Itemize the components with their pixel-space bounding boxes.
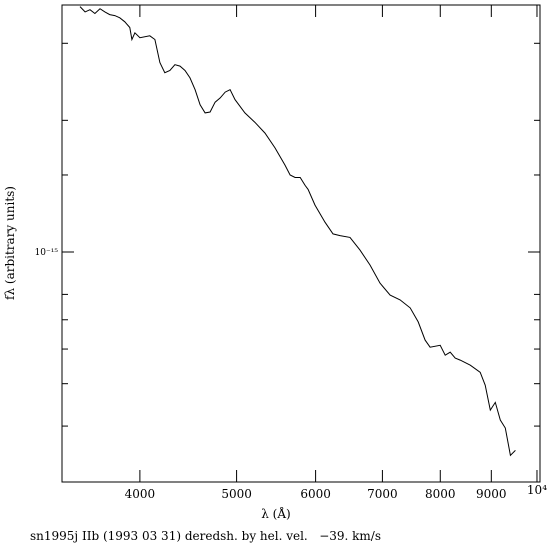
y-tick-label: 10⁻¹⁵ xyxy=(35,248,59,258)
x-tick-label: 4000 xyxy=(125,487,156,501)
x-tick-label: 5000 xyxy=(221,487,252,501)
x-tick-label: 8000 xyxy=(425,487,456,501)
x-tick-label: 10⁴ xyxy=(527,483,547,497)
caption: sn1995j IIb (1993 03 31) deredsh. by hel… xyxy=(30,529,381,543)
spectrum-line xyxy=(79,6,516,457)
x-axis-label: λ (Å) xyxy=(261,506,290,521)
x-tick-label: 6000 xyxy=(300,487,331,501)
x-tick-label: 9000 xyxy=(476,487,507,501)
plot-frame xyxy=(61,4,541,483)
y-axis-label: fλ (arbitrary units) xyxy=(3,186,17,300)
x-tick-label: 7000 xyxy=(367,487,398,501)
